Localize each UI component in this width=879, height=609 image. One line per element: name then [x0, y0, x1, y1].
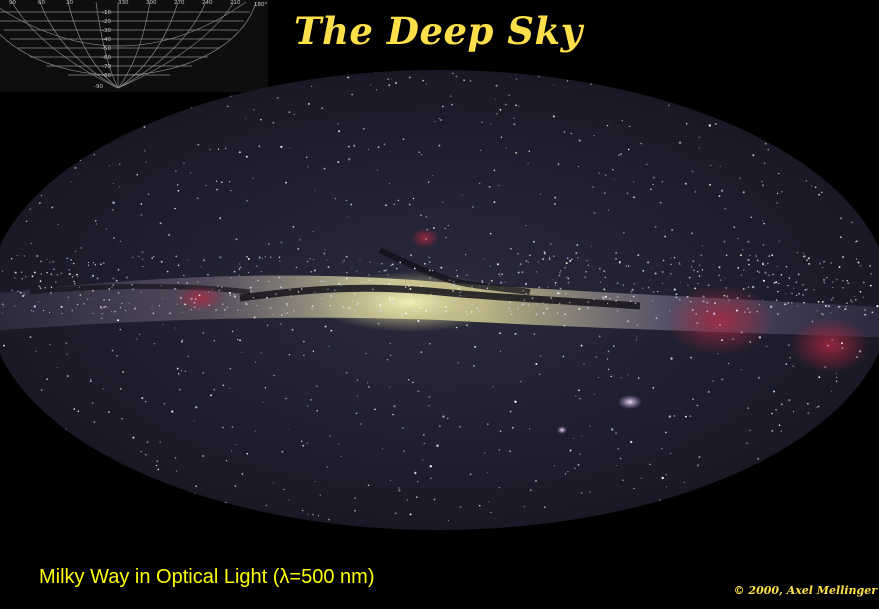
lon-label: 180° [254, 2, 267, 8]
lon-label: 270 [174, 0, 185, 6]
milky-way-panorama [0, 70, 879, 530]
lat-label: -70 [102, 64, 111, 70]
grid-lines [0, 1, 257, 89]
lat-label: -20 [102, 19, 111, 25]
lat-label: -90 [94, 84, 103, 90]
nebula-region [175, 284, 225, 312]
lon-label: 90 [9, 0, 16, 6]
lat-label: -10 [102, 10, 111, 16]
lat-label: -50 [102, 46, 111, 52]
lon-label: 210 [230, 0, 241, 6]
nebula-region [665, 285, 775, 355]
dust-lane [239, 284, 641, 310]
nebula-region [790, 317, 870, 373]
lat-label: -80 [102, 73, 111, 79]
lat-label: -30 [102, 28, 111, 34]
lon-label: 60 [38, 0, 45, 6]
image-caption: Milky Way in Optical Light (λ=500 nm) [39, 566, 375, 588]
lon-label: 300 [146, 0, 157, 6]
lat-label: -60 [102, 55, 111, 61]
galactic-core [315, 272, 505, 332]
page-title: The Deep Sky [294, 9, 583, 53]
lon-label: 240 [202, 0, 213, 6]
small-magellanic-cloud [557, 426, 567, 434]
lon-label: 30 [66, 0, 73, 6]
coordinate-grid-inset: 90 60 30 330 300 270 240 210 180° -10 -2… [0, 0, 268, 92]
large-magellanic-cloud [618, 395, 642, 409]
dust-lane [29, 283, 251, 295]
nebula-region [411, 228, 439, 248]
lat-label: -40 [102, 37, 111, 43]
copyright-notice: © 2000, Axel Mellinger [733, 584, 877, 597]
dust-lane [378, 247, 531, 295]
lon-label: 330 [118, 0, 129, 6]
